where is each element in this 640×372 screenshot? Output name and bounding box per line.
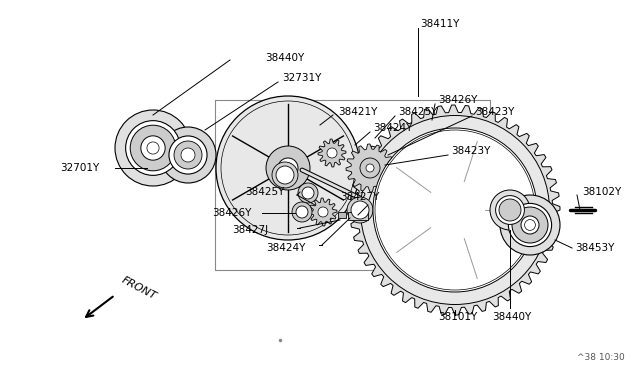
Polygon shape — [309, 198, 337, 226]
Text: 38440Y: 38440Y — [265, 53, 304, 63]
Circle shape — [521, 216, 539, 234]
Circle shape — [495, 196, 524, 224]
Text: 32701Y: 32701Y — [60, 163, 99, 173]
Polygon shape — [318, 139, 346, 167]
Circle shape — [147, 142, 159, 154]
Circle shape — [283, 163, 293, 173]
Circle shape — [375, 130, 535, 290]
Circle shape — [160, 127, 216, 183]
Circle shape — [347, 197, 373, 223]
Circle shape — [125, 121, 180, 175]
Circle shape — [490, 190, 530, 230]
Text: 38421Y: 38421Y — [338, 107, 378, 117]
Circle shape — [115, 110, 191, 186]
Text: 38411Y: 38411Y — [420, 19, 460, 29]
Text: 38427J: 38427J — [232, 225, 268, 235]
Circle shape — [351, 201, 369, 219]
Polygon shape — [346, 144, 394, 192]
Circle shape — [525, 219, 536, 230]
Text: ^38 10:30: ^38 10:30 — [577, 353, 625, 362]
Circle shape — [169, 136, 207, 174]
Text: 32731Y: 32731Y — [282, 73, 321, 83]
Polygon shape — [350, 105, 560, 315]
Bar — [338, 212, 346, 218]
Circle shape — [216, 96, 360, 240]
Text: 38453Y: 38453Y — [575, 243, 614, 253]
Circle shape — [181, 148, 195, 162]
Text: 38440Y: 38440Y — [492, 312, 531, 322]
Circle shape — [272, 162, 298, 188]
Text: 38101Y: 38101Y — [438, 312, 477, 322]
Circle shape — [174, 141, 202, 169]
Circle shape — [266, 146, 310, 190]
Text: 38423Y: 38423Y — [451, 146, 490, 156]
Text: FRONT: FRONT — [120, 275, 158, 301]
Text: 38424Y: 38424Y — [266, 243, 305, 253]
Text: 38425Y: 38425Y — [398, 107, 437, 117]
Circle shape — [360, 115, 550, 305]
Circle shape — [141, 136, 165, 160]
Circle shape — [512, 207, 548, 243]
Circle shape — [302, 187, 314, 199]
Circle shape — [276, 166, 294, 184]
Circle shape — [373, 128, 537, 292]
Circle shape — [298, 183, 318, 203]
Circle shape — [500, 195, 560, 255]
Circle shape — [278, 158, 298, 178]
Circle shape — [499, 199, 521, 221]
Circle shape — [292, 202, 312, 222]
Text: 38425Y: 38425Y — [245, 187, 284, 197]
Circle shape — [130, 125, 176, 171]
Text: 38424Y: 38424Y — [373, 123, 412, 133]
Circle shape — [366, 164, 374, 172]
Text: 38426Y: 38426Y — [438, 95, 477, 105]
Text: 38427Y: 38427Y — [340, 192, 380, 202]
Text: 38423Y: 38423Y — [475, 107, 515, 117]
Text: 38102Y: 38102Y — [582, 187, 621, 197]
Circle shape — [296, 206, 308, 218]
Bar — [348, 212, 368, 220]
Circle shape — [360, 158, 380, 178]
Circle shape — [318, 207, 328, 217]
Circle shape — [327, 148, 337, 158]
Circle shape — [508, 203, 552, 247]
Text: 38426Y: 38426Y — [212, 208, 252, 218]
